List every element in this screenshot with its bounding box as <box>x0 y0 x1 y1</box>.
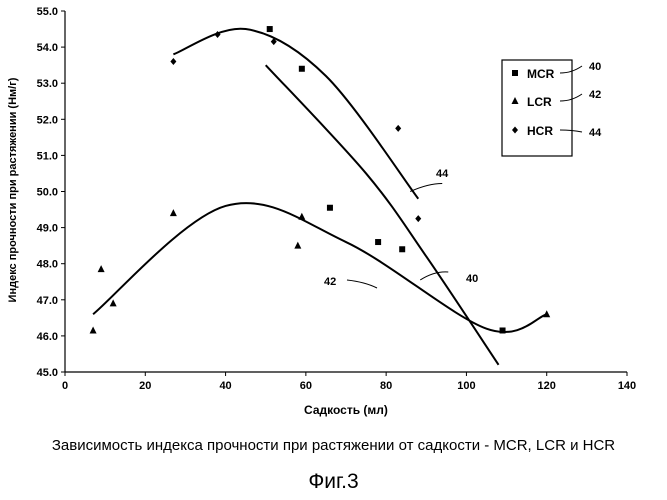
y-tick-label: 45.0 <box>37 367 58 379</box>
y-tick-label: 53.0 <box>37 78 58 90</box>
callout-44-leader <box>410 184 442 192</box>
mcr-trend-line <box>266 65 499 365</box>
lcr-point <box>543 310 550 317</box>
y-axis-label: Индекс прочности при растяжении (Нм/г) <box>7 77 19 302</box>
mcr-point <box>267 26 273 32</box>
lcr-point <box>294 242 301 249</box>
y-tick-label: 50.0 <box>37 187 58 199</box>
figure-label: Фиг.3 <box>0 470 667 494</box>
callout-42-leader <box>347 280 377 288</box>
lcr-point <box>170 209 177 216</box>
y-tick-label: 54.0 <box>37 42 58 54</box>
x-axis-label: Садкость (мл) <box>304 403 388 417</box>
lcr-point <box>98 265 105 272</box>
x-tick-label: 80 <box>380 380 392 392</box>
x-tick-label: 100 <box>457 380 475 392</box>
lcr-point <box>298 213 305 220</box>
y-tick-label: 55.0 <box>37 6 58 18</box>
callout-44: 44 <box>436 168 449 180</box>
hcr-trend-line <box>173 29 418 199</box>
legend-label-hcr: HCR <box>527 124 553 138</box>
y-tick-label: 51.0 <box>37 150 58 162</box>
legend: MCR 40 LCR 42 HCR 44 <box>502 60 602 156</box>
y-tick-label: 48.0 <box>37 259 58 271</box>
legend-label-mcr: MCR <box>527 67 555 81</box>
callout-40-leader <box>420 272 448 280</box>
mcr-point <box>375 239 381 245</box>
lcr-trend-line <box>93 203 547 332</box>
data-points <box>90 26 551 333</box>
y-tick-label: 52.0 <box>37 114 58 126</box>
y-tick-label: 46.0 <box>37 331 58 343</box>
legend-ref-42: 42 <box>589 89 601 101</box>
callout-40: 40 <box>466 273 478 285</box>
figure-caption: Зависимость индекса прочности при растяж… <box>0 437 667 454</box>
mcr-point <box>399 246 405 252</box>
lcr-point <box>110 299 117 306</box>
callouts: 44 42 40 <box>324 168 478 288</box>
x-tick-label: 120 <box>538 380 556 392</box>
mcr-point <box>500 327 506 333</box>
x-tick-label: 40 <box>219 380 231 392</box>
x-tick-label: 140 <box>618 380 636 392</box>
mcr-point <box>327 205 333 211</box>
legend-marker-mcr <box>512 70 518 76</box>
hcr-point <box>395 125 401 132</box>
y-tick-label: 47.0 <box>37 295 58 307</box>
x-tick-label: 0 <box>62 380 68 392</box>
trend-lines <box>93 29 547 365</box>
x-tick-label: 20 <box>139 380 151 392</box>
y-tick-label: 49.0 <box>37 223 58 235</box>
callout-42: 42 <box>324 276 336 288</box>
legend-ref-40: 40 <box>589 61 601 73</box>
hcr-point <box>415 215 421 222</box>
hcr-point <box>170 58 176 65</box>
mcr-point <box>299 66 305 72</box>
x-tick-label: 60 <box>300 380 312 392</box>
legend-label-lcr: LCR <box>527 95 552 109</box>
lcr-point <box>90 326 97 333</box>
legend-ref-44: 44 <box>589 127 602 139</box>
tensile-index-chart: 45.0 46.0 47.0 48.0 49.0 50.0 51.0 52.0 53.0 54.0… <box>0 0 667 430</box>
